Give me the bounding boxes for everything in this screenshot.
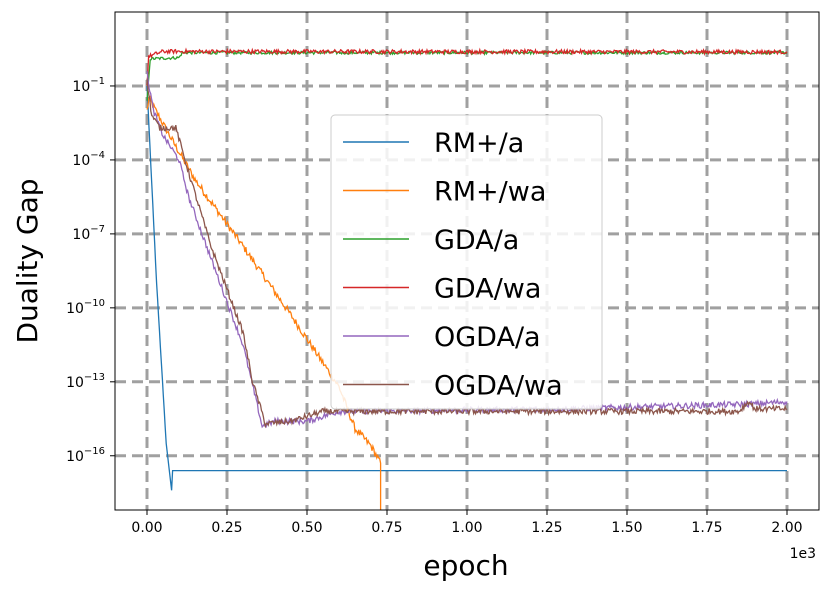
y-tick-label: 10−13 — [66, 372, 105, 391]
legend-label: OGDA/wa — [434, 371, 563, 402]
x-tick-label: 0.75 — [371, 520, 402, 536]
series-line-gda-wa — [146, 47, 788, 86]
y-tick-label: 10−1 — [72, 76, 105, 95]
legend-label: OGDA/a — [434, 322, 541, 353]
series-line-rm-a — [146, 85, 787, 491]
y-tick-label: 10−4 — [72, 150, 105, 169]
x-tick-label: 1.25 — [531, 520, 562, 536]
legend-label: RM+/a — [434, 128, 524, 159]
x-tick-label: 0.50 — [291, 520, 322, 536]
x-tick-label: 1.75 — [691, 520, 722, 536]
legend-box — [330, 114, 603, 410]
x-tick-label: 1.00 — [451, 520, 482, 536]
y-axis-ticks: 10−1 10−4 10−7 10−10 10−13 10−16 — [66, 76, 115, 465]
x-tick-label: 2.00 — [771, 520, 802, 536]
y-tick-label: 10−10 — [66, 298, 105, 317]
x-offset-label: 1e3 — [790, 546, 816, 562]
legend-label: GDA/wa — [434, 274, 541, 305]
y-axis-label: Duality Gap — [11, 178, 44, 343]
legend: RM+/a RM+/wa GDA/a GDA/wa OGDA/a OGDA/wa — [330, 114, 603, 410]
y-tick-label: 10−7 — [72, 224, 105, 243]
x-tick-label: 0.00 — [131, 520, 162, 536]
x-tick-label: 0.25 — [211, 520, 242, 536]
x-axis-ticks: 0.00 0.25 0.50 0.75 1.00 1.25 1.50 1.75 2.00 — [131, 510, 803, 536]
legend-label: GDA/a — [434, 225, 519, 256]
y-tick-label: 10−16 — [66, 446, 105, 465]
series-line-ogda-wa — [146, 78, 788, 429]
x-tick-label: 1.50 — [611, 520, 642, 536]
legend-label: RM+/wa — [434, 177, 546, 208]
x-axis-label: epoch — [423, 549, 508, 582]
